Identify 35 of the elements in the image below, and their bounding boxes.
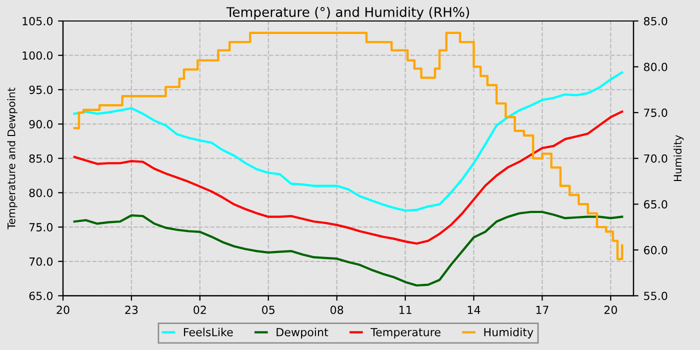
x-tick-label: 20 (56, 306, 70, 314)
x-tick-label: 02 (194, 306, 206, 314)
legend-label: Temperature (370, 328, 440, 338)
legend-label: Humidity (484, 328, 534, 338)
y2-tick-label: 85.0 (644, 16, 668, 26)
y2-tick-label: 75.0 (644, 108, 668, 117)
x-tick-label: 08 (330, 306, 344, 314)
legend-label: Dewpoint (276, 328, 328, 338)
legend-label: FeelsLike (184, 328, 233, 336)
y-tick-label: 105.0 (22, 16, 53, 26)
x-tick-label: 20 (604, 306, 618, 314)
x-tick-label: 11 (399, 306, 412, 314)
y-axis-title: Temperature and Dewpoint (7, 88, 18, 230)
y2-axis-title: Humidity (674, 135, 684, 181)
x-tick-label: 17 (536, 306, 548, 314)
y-tick-label: 100.0 (22, 51, 53, 60)
y-tick-label: 80.0 (29, 188, 53, 198)
y2-tick-label: 65.0 (644, 200, 668, 209)
y-tick-label: 65.0 (29, 292, 53, 300)
line-series (73, 71, 624, 212)
y-tick-label: 95.0 (29, 86, 53, 94)
y2-tick-label: 70.0 (644, 154, 668, 163)
y-tick-label: 90.0 (29, 120, 53, 128)
y-tick-label: 75.0 (29, 223, 53, 232)
line-series (73, 110, 624, 245)
y-tick-label: 70.0 (29, 257, 53, 266)
x-tick-label: 23 (125, 306, 138, 314)
x-tick-label: 05 (262, 306, 274, 314)
y2-tick-label: 55.0 (644, 292, 668, 300)
y-tick-label: 85.0 (29, 154, 53, 163)
y2-tick-label: 60.0 (644, 246, 668, 254)
chart-title: Temperature (°) and Humidity (RH%) (226, 6, 470, 20)
x-tick-label: 14 (468, 306, 480, 314)
line-series (73, 210, 624, 287)
y2-tick-label: 80.0 (644, 62, 668, 72)
